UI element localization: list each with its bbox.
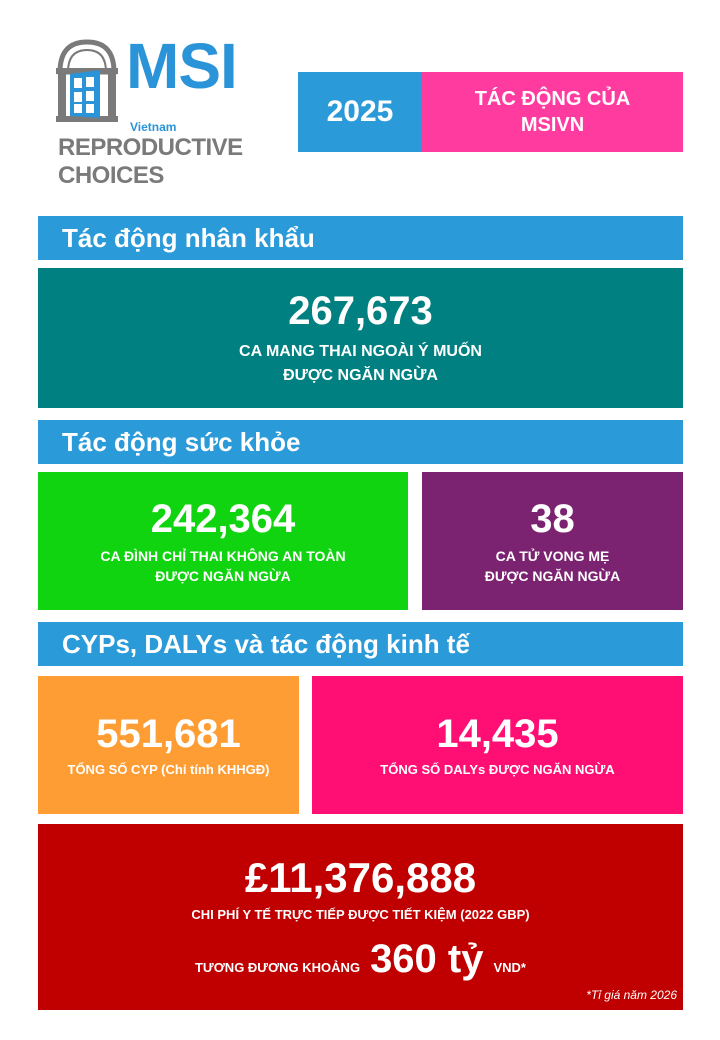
stat-value: 38 <box>530 497 575 541</box>
equivalent-value: 360 tỷ <box>370 937 484 981</box>
stat-caption-1: CA ĐÌNH CHỈ THAI KHÔNG AN TOÀN <box>100 548 346 564</box>
stat-value: 267,673 <box>288 289 433 333</box>
stat-value: 242,364 <box>150 497 296 541</box>
stat-caption: CHI PHÍ Y TẾ TRỰC TIẾP ĐƯỢC TIẾT KIỆM (2… <box>191 907 530 922</box>
stat-value: 551,681 <box>96 712 241 756</box>
stat-value: £11,376,888 <box>244 854 477 901</box>
impact-title-line-2: MSIVN <box>520 114 585 136</box>
logo-tagline-2: CHOICES <box>58 162 164 189</box>
msi-logo: MSI Vietnam REPRODUCTIVE CHOICES <box>56 34 266 189</box>
equivalent-prefix: TƯƠNG ĐƯƠNG KHOẢNG <box>194 960 361 975</box>
stat-direct-healthcare-savings: £11,376,888 CHI PHÍ Y TẾ TRỰC TIẾP ĐƯỢC … <box>38 824 683 1010</box>
stat-caption: TỔNG SỐ CYP (Chỉ tính KHHGĐ) <box>67 762 270 777</box>
year-badge: 2025 <box>298 72 422 152</box>
stat-total-cyp: 551,681 TỔNG SỐ CYP (Chỉ tính KHHGĐ) <box>38 676 299 814</box>
stat-caption-2: ĐƯỢC NGĂN NGỪA <box>155 568 291 584</box>
logo-brand: MSI <box>126 30 238 102</box>
stat-maternal-deaths-prevented: 38 CA TỬ VONG MẸ ĐƯỢC NGĂN NGỪA <box>422 472 683 610</box>
logo-country: Vietnam <box>130 120 177 134</box>
section-title: Tác động sức khỏe <box>62 426 301 457</box>
section-title: Tác động nhân khẩu <box>62 222 315 253</box>
section-header-health: Tác động sức khỏe <box>38 420 683 464</box>
exchange-rate-footnote: *Tỉ giá năm 2026 <box>586 988 677 1002</box>
stat-unsafe-abortions-prevented: 242,364 CA ĐÌNH CHỈ THAI KHÔNG AN TOÀN Đ… <box>38 472 408 610</box>
equivalent-suffix: VND* <box>493 960 526 975</box>
stat-caption-1: CA TỬ VONG MẸ <box>495 548 610 564</box>
stat-dalys-prevented: 14,435 TỔNG SỐ DALYs ĐƯỢC NGĂN NGỪA <box>312 676 683 814</box>
section-header-economic: CYPs, DALYs và tác động kinh tế <box>38 622 683 666</box>
door-icon <box>56 39 118 122</box>
equivalent-line: TƯƠNG ĐƯƠNG KHOẢNG 360 tỷ VND* <box>38 936 683 982</box>
stat-caption-2: ĐƯỢC NGĂN NGỪA <box>283 367 438 384</box>
stat-caption-2: ĐƯỢC NGĂN NGỪA <box>484 568 621 584</box>
year-text: 2025 <box>326 95 394 128</box>
impact-title-line-1: TÁC ĐỘNG CỦA <box>474 88 631 110</box>
impact-title-badge: TÁC ĐỘNG CỦA MSIVN <box>422 72 683 152</box>
stat-caption: TỔNG SỐ DALYs ĐƯỢC NGĂN NGỪA <box>380 762 615 777</box>
stat-value: 14,435 <box>436 712 559 756</box>
section-title: CYPs, DALYs và tác động kinh tế <box>62 628 470 659</box>
stat-caption-1: CA MANG THAI NGOÀI Ý MUỐN <box>239 343 482 360</box>
logo-tagline-1: REPRODUCTIVE <box>58 134 243 161</box>
stat-pregnancies-prevented: 267,673 CA MANG THAI NGOÀI Ý MUỐN ĐƯỢC N… <box>38 268 683 408</box>
section-header-demographic: Tác động nhân khẩu <box>38 216 683 260</box>
